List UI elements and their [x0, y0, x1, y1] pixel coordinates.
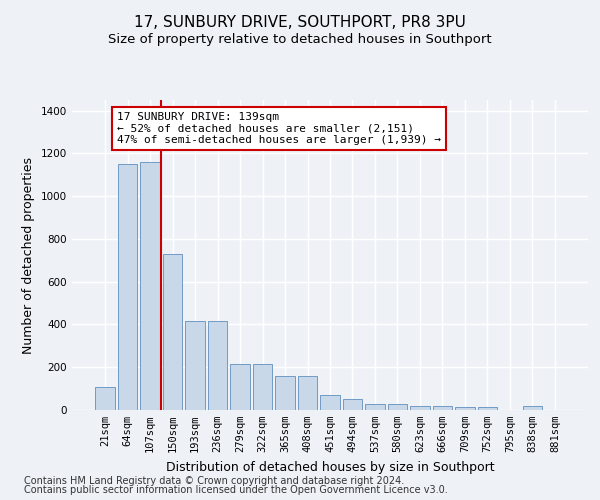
Text: Contains HM Land Registry data © Crown copyright and database right 2024.: Contains HM Land Registry data © Crown c…	[24, 476, 404, 486]
Bar	[388, 404, 407, 410]
Text: 17, SUNBURY DRIVE, SOUTHPORT, PR8 3PU: 17, SUNBURY DRIVE, SOUTHPORT, PR8 3PU	[134, 15, 466, 30]
Bar	[433, 406, 452, 410]
Text: Contains public sector information licensed under the Open Government Licence v3: Contains public sector information licen…	[24, 485, 448, 495]
Bar	[140, 162, 160, 410]
Bar	[163, 254, 182, 410]
Bar	[320, 395, 340, 410]
Bar	[523, 406, 542, 410]
Bar	[253, 364, 272, 410]
Bar	[365, 404, 385, 410]
Bar	[343, 400, 362, 410]
Text: Size of property relative to detached houses in Southport: Size of property relative to detached ho…	[108, 32, 492, 46]
Y-axis label: Number of detached properties: Number of detached properties	[22, 156, 35, 354]
Bar	[185, 322, 205, 410]
Bar	[208, 322, 227, 410]
Bar	[298, 376, 317, 410]
Bar	[230, 364, 250, 410]
Bar	[410, 406, 430, 410]
Bar	[95, 387, 115, 410]
Text: 17 SUNBURY DRIVE: 139sqm
← 52% of detached houses are smaller (2,151)
47% of sem: 17 SUNBURY DRIVE: 139sqm ← 52% of detach…	[118, 112, 442, 145]
Bar	[455, 407, 475, 410]
Bar	[478, 407, 497, 410]
Bar	[118, 164, 137, 410]
X-axis label: Distribution of detached houses by size in Southport: Distribution of detached houses by size …	[166, 460, 494, 473]
Bar	[275, 376, 295, 410]
